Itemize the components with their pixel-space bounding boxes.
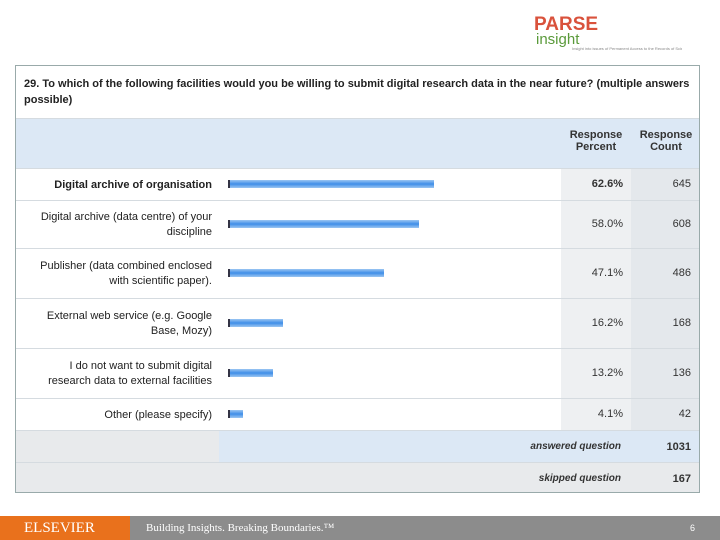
row-label: Digital archive of organisation xyxy=(54,178,212,191)
answered: 1031 xyxy=(666,441,691,453)
data-row: I do not want to submit digital research… xyxy=(16,348,699,398)
bar xyxy=(228,369,274,377)
percent: 58.0% xyxy=(561,201,631,248)
skipped-label: skipped question xyxy=(538,473,621,484)
count: 136 xyxy=(631,349,699,398)
row-label: Other (please specify) xyxy=(104,408,212,421)
slogan: Building Insights. Breaking Boundaries.™ xyxy=(146,522,335,534)
bar xyxy=(228,410,244,418)
count: 42 xyxy=(631,399,699,430)
tagline: Insight into issues of Permanent Access … xyxy=(572,46,682,51)
page-number: 6 xyxy=(690,523,696,533)
logo-top: PARSE xyxy=(534,14,599,35)
brand: ELSEVIER xyxy=(24,520,95,536)
skipped: 167 xyxy=(672,473,691,485)
data-row: External web service (e.g. Google Base, … xyxy=(16,298,699,348)
answered-label: answered question xyxy=(530,441,621,452)
footer: ELSEVIER Building Insights. Breaking Bou… xyxy=(0,516,720,540)
question: 29. To which of the following facilities… xyxy=(24,78,690,106)
bar xyxy=(228,269,384,277)
row-label: Digital archive (data centre) of your di… xyxy=(40,211,212,238)
data-row: Digital archive of organisation 62.6% 645 xyxy=(16,168,699,200)
data-row: Other (please specify) 4.1% 42 xyxy=(16,398,699,430)
row-label: External web service (e.g. Google Base, … xyxy=(46,310,212,337)
bar xyxy=(228,220,420,228)
row-label: Publisher (data combined enclosed with s… xyxy=(40,260,212,287)
percent: 4.1% xyxy=(561,399,631,430)
count: 645 xyxy=(631,169,699,200)
bar xyxy=(228,180,435,188)
col-count: Response Count xyxy=(639,129,693,153)
percent: 47.1% xyxy=(561,249,631,298)
percent: 62.6% xyxy=(561,169,631,200)
count: 486 xyxy=(631,249,699,298)
percent: 13.2% xyxy=(561,349,631,398)
bar xyxy=(228,319,283,327)
percent: 16.2% xyxy=(561,299,631,348)
row-label: I do not want to submit digital research… xyxy=(48,360,212,387)
data-row: Digital archive (data centre) of your di… xyxy=(16,200,699,248)
data-row: Publisher (data combined enclosed with s… xyxy=(16,248,699,298)
header-row: Response Percent Response Count xyxy=(16,118,699,168)
col-percent: Response Percent xyxy=(569,129,623,153)
logo-bottom: insight xyxy=(536,31,580,48)
skipped-row: skipped question 167 xyxy=(16,462,699,492)
count: 608 xyxy=(631,201,699,248)
answered-row: answered question 1031 xyxy=(16,430,699,462)
count: 168 xyxy=(631,299,699,348)
survey-table: 29. To which of the following facilities… xyxy=(15,65,700,493)
